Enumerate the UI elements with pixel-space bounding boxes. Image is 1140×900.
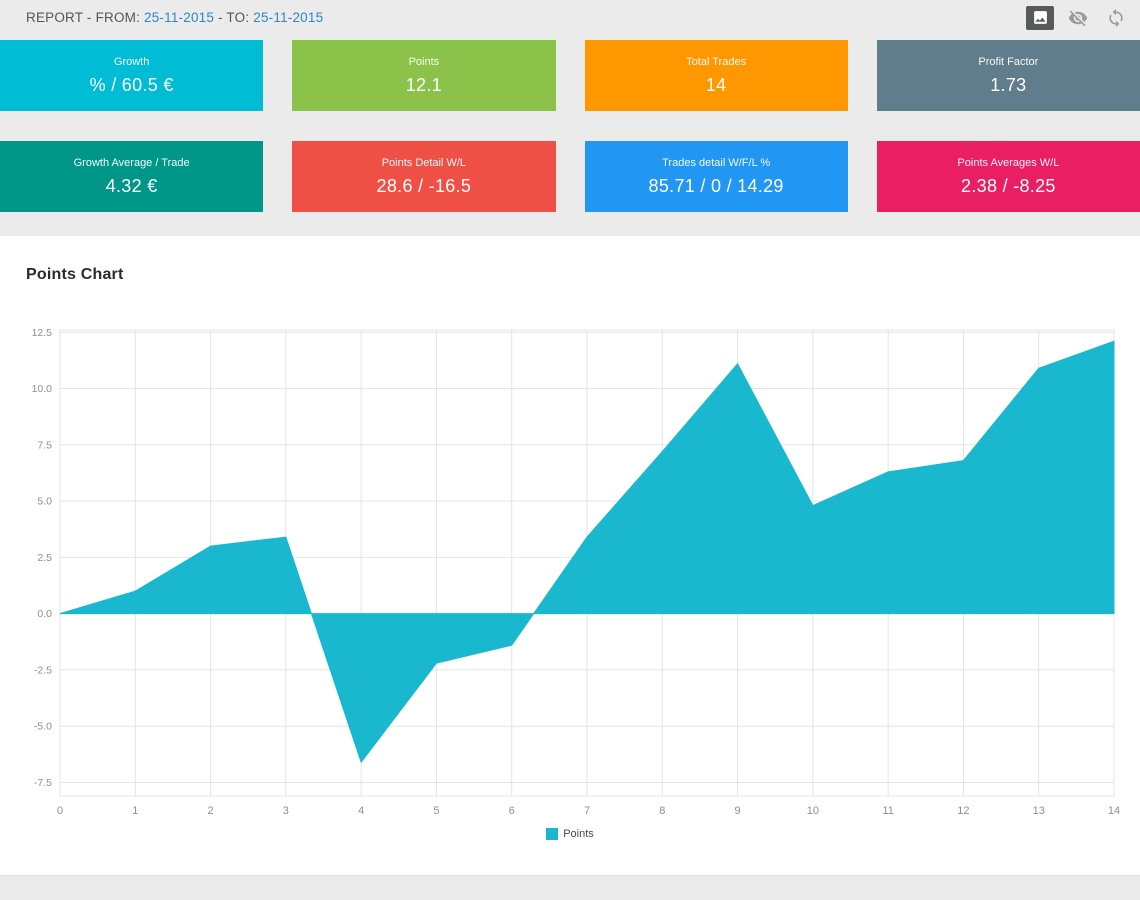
- stat-card-points-averages: Points Averages W/L 2.38 / -8.25: [876, 141, 1140, 212]
- stat-cards: Growth % / 60.5 € Points 12.1 Total Trad…: [0, 40, 1140, 212]
- svg-text:12.5: 12.5: [32, 328, 53, 339]
- stat-card-label: Points Averages W/L: [957, 156, 1060, 169]
- stat-card-trades-detail: Trades detail W/F/L % 85.71 / 0 / 14.29: [584, 141, 848, 212]
- report-title-prefix: REPORT - FROM:: [26, 10, 141, 25]
- to-date[interactable]: 25-11-2015: [253, 10, 324, 25]
- stat-card-growth: Growth % / 60.5 €: [0, 40, 264, 111]
- svg-text:5: 5: [433, 805, 439, 817]
- eye-off-icon[interactable]: [1064, 6, 1092, 30]
- stat-card-value: 1.73: [990, 74, 1027, 95]
- stat-card-value: 4.32 €: [105, 175, 158, 196]
- stat-card-value: 28.6 / -16.5: [376, 175, 472, 196]
- svg-text:5.0: 5.0: [37, 496, 52, 508]
- report-title: REPORT - FROM: 25-11-2015 - TO: 25-11-20…: [26, 10, 323, 25]
- stat-card-value: % / 60.5 €: [89, 74, 174, 95]
- stat-card-growth-average: Growth Average / Trade 4.32 €: [0, 141, 264, 212]
- legend-swatch: [546, 828, 559, 840]
- stat-card-profit-factor: Profit Factor 1.73: [876, 40, 1140, 111]
- svg-text:7.5: 7.5: [37, 439, 52, 451]
- report-title-separator: - TO:: [218, 10, 250, 25]
- from-date[interactable]: 25-11-2015: [144, 10, 215, 25]
- stat-card-total-trades: Total Trades 14: [584, 40, 848, 111]
- svg-text:4: 4: [358, 805, 364, 817]
- stat-card-value: 14: [705, 74, 727, 95]
- stat-card-label: Points Detail W/L: [381, 156, 467, 169]
- legend-label: Points: [563, 828, 594, 840]
- stat-card-label: Trades detail W/F/L %: [662, 156, 771, 169]
- stat-card-label: Points: [408, 55, 440, 68]
- chart-title: Points Chart: [26, 266, 124, 283]
- report-header: REPORT - FROM: 25-11-2015 - TO: 25-11-20…: [0, 0, 1140, 32]
- svg-text:11: 11: [882, 805, 893, 817]
- svg-text:2: 2: [208, 805, 214, 817]
- top-area: REPORT - FROM: 25-11-2015 - TO: 25-11-20…: [0, 0, 1140, 236]
- svg-text:9: 9: [735, 805, 741, 817]
- svg-text:10.0: 10.0: [32, 383, 53, 395]
- image-icon[interactable]: [1026, 5, 1054, 30]
- svg-text:3: 3: [283, 805, 289, 817]
- stat-card-value: 2.38 / -8.25: [961, 175, 1056, 196]
- chart-panel: Points Chart 0 1 2 3 4 5 6 7 8 9 10 11 12 13 14 -7.5 -5.…: [0, 236, 1140, 875]
- svg-text:6: 6: [509, 805, 515, 817]
- bottom-strip: [0, 875, 1140, 900]
- stat-card-points: Points 12.1: [292, 40, 556, 111]
- svg-text:7: 7: [584, 805, 590, 817]
- stat-card-label: Total Trades: [686, 55, 747, 68]
- svg-text:-5.0: -5.0: [34, 721, 52, 733]
- svg-text:-7.5: -7.5: [34, 777, 52, 789]
- points-chart: 0 1 2 3 4 5 6 7 8 9 10 11 12 13 14 -7.5 -5.0 -2.5 0.0 2.5 5.…: [0, 328, 1140, 824]
- stat-card-label: Growth Average / Trade: [73, 156, 190, 169]
- stat-card-value: 12.1: [405, 74, 442, 95]
- svg-text:2.5: 2.5: [37, 552, 52, 564]
- stat-card-points-detail: Points Detail W/L 28.6 / -16.5: [292, 141, 556, 212]
- stat-card-label: Profit Factor: [978, 55, 1039, 68]
- svg-text:14: 14: [1108, 805, 1120, 817]
- svg-text:13: 13: [1033, 805, 1045, 817]
- stat-card-label: Growth: [113, 55, 150, 68]
- svg-text:8: 8: [659, 805, 665, 817]
- svg-text:10: 10: [807, 805, 819, 817]
- svg-text:1: 1: [132, 805, 138, 817]
- svg-text:-2.5: -2.5: [34, 664, 52, 676]
- svg-text:12: 12: [957, 805, 969, 817]
- svg-text:0: 0: [57, 805, 63, 817]
- stat-card-value: 85.71 / 0 / 14.29: [648, 175, 784, 196]
- refresh-icon[interactable]: [1102, 6, 1130, 30]
- chart-legend: Points: [0, 828, 1140, 840]
- header-icons: [1026, 5, 1130, 30]
- svg-text:0.0: 0.0: [37, 608, 52, 620]
